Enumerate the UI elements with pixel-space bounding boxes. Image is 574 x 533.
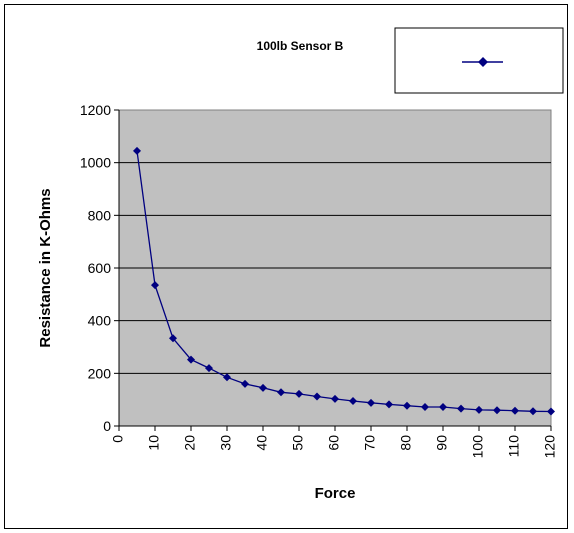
y-tick-label: 1200	[80, 102, 111, 118]
x-tick-label: 10	[146, 435, 162, 451]
y-tick-label: 1000	[80, 155, 111, 171]
data-point	[313, 392, 321, 401]
data-point	[385, 400, 393, 409]
data-point	[151, 281, 159, 290]
data-point	[187, 355, 195, 364]
legend-box	[394, 27, 564, 94]
x-tick-label: 100	[470, 435, 486, 459]
data-point	[457, 404, 465, 413]
x-tick-label: 60	[326, 435, 342, 451]
x-tick-label: 40	[254, 435, 270, 451]
data-point	[529, 407, 537, 416]
data-point	[475, 405, 483, 414]
data-point	[277, 388, 285, 397]
x-tick-label: 50	[290, 435, 306, 451]
data-point	[205, 364, 213, 373]
chart-title: 100lb Sensor B	[257, 39, 344, 53]
legend-marker	[478, 57, 488, 67]
x-tick-label: 20	[182, 435, 198, 451]
data-point	[439, 403, 447, 412]
x-tick-label: 120	[542, 435, 558, 459]
x-tick-label: 30	[218, 435, 234, 451]
data-point	[421, 403, 429, 412]
x-axis-title: Force	[315, 485, 356, 502]
series-group	[133, 146, 555, 416]
x-tick-label: 70	[362, 435, 378, 451]
x-tick-label: 80	[398, 435, 414, 451]
x-tick-label: 110	[506, 435, 522, 458]
data-point	[367, 398, 375, 407]
data-point	[331, 394, 339, 403]
x-axis-ticks: 0 10 20 30 40 50 60 70 80 90 100 110 120	[110, 426, 558, 458]
y-axis-title: Resistance in K-Ohms	[37, 188, 54, 347]
y-tick-label: 400	[88, 313, 112, 329]
data-point	[403, 401, 411, 410]
y-tick-label: 800	[88, 207, 112, 223]
data-point	[133, 146, 141, 155]
y-axis-ticks: 0 200 400 600 800 1000 1200	[80, 102, 119, 434]
data-point	[259, 383, 267, 392]
data-point	[493, 406, 501, 415]
data-point	[169, 334, 177, 343]
data-point	[511, 406, 519, 415]
x-tick-label: 0	[110, 435, 126, 443]
y-tick-label: 200	[88, 365, 112, 381]
data-point	[547, 407, 555, 416]
data-point	[241, 379, 249, 388]
data-point	[295, 389, 303, 398]
y-tick-label: 0	[103, 418, 111, 434]
legend	[394, 27, 564, 94]
y-tick-label: 600	[88, 260, 112, 276]
data-point	[223, 373, 231, 382]
data-point	[349, 396, 357, 405]
gridlines	[119, 162, 551, 374]
x-tick-label: 90	[434, 435, 450, 451]
